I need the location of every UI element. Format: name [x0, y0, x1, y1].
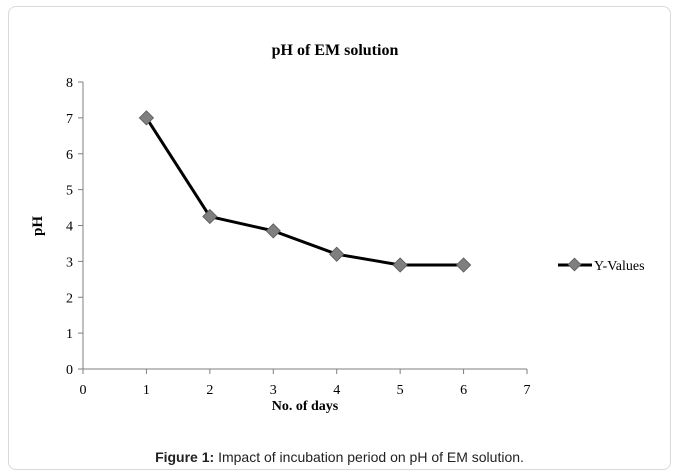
y-axis-label: pH: [30, 216, 46, 236]
x-tick-label: 3: [270, 383, 277, 398]
data-point-marker: [329, 246, 345, 262]
y-tick-label: 8: [66, 76, 73, 91]
data-point-marker: [455, 257, 472, 273]
x-tick-label: 0: [80, 383, 87, 398]
y-tick-label: 6: [66, 148, 73, 163]
legend: Y-Values: [558, 257, 645, 274]
series-line-y-values: [145, 117, 464, 267]
x-axis-label: No. of days: [272, 399, 339, 414]
caption-text: Impact of incubation period on pH of EM …: [214, 449, 524, 465]
y-tick-label: 1: [66, 327, 73, 342]
y-tick-label: 2: [66, 291, 73, 306]
y-tick-label: 7: [66, 112, 73, 127]
y-tick-label: 4: [66, 220, 73, 235]
x-tick-label: 6: [460, 383, 467, 398]
figure-frame: [8, 6, 671, 470]
chart-title: pH of EM solution: [272, 42, 399, 59]
legend-label: Y-Values: [594, 259, 645, 274]
y-tick-label: 3: [66, 255, 73, 270]
y-tick-label: 0: [66, 363, 73, 378]
caption-label: Figure 1:: [155, 449, 215, 465]
x-tick-label: 5: [397, 383, 404, 398]
data-point-marker: [265, 223, 281, 239]
legend-marker: [567, 257, 582, 272]
data-point-marker: [392, 257, 408, 273]
line-chart: pH of EM solution 0 1 2 3 4 5 6 7 8 0 1 2 3 4 5 6 7 No.…: [30, 42, 645, 414]
x-tick-label: 4: [333, 383, 340, 398]
data-point-marker: [138, 110, 155, 126]
y-tick-label: 5: [66, 184, 73, 199]
x-tick-label: 1: [143, 383, 150, 398]
figure-caption: Figure 1: Impact of incubation period on…: [0, 449, 679, 465]
data-point-marker: [202, 208, 218, 225]
x-tick-label: 2: [206, 383, 213, 398]
x-tick-label: 7: [524, 383, 531, 398]
